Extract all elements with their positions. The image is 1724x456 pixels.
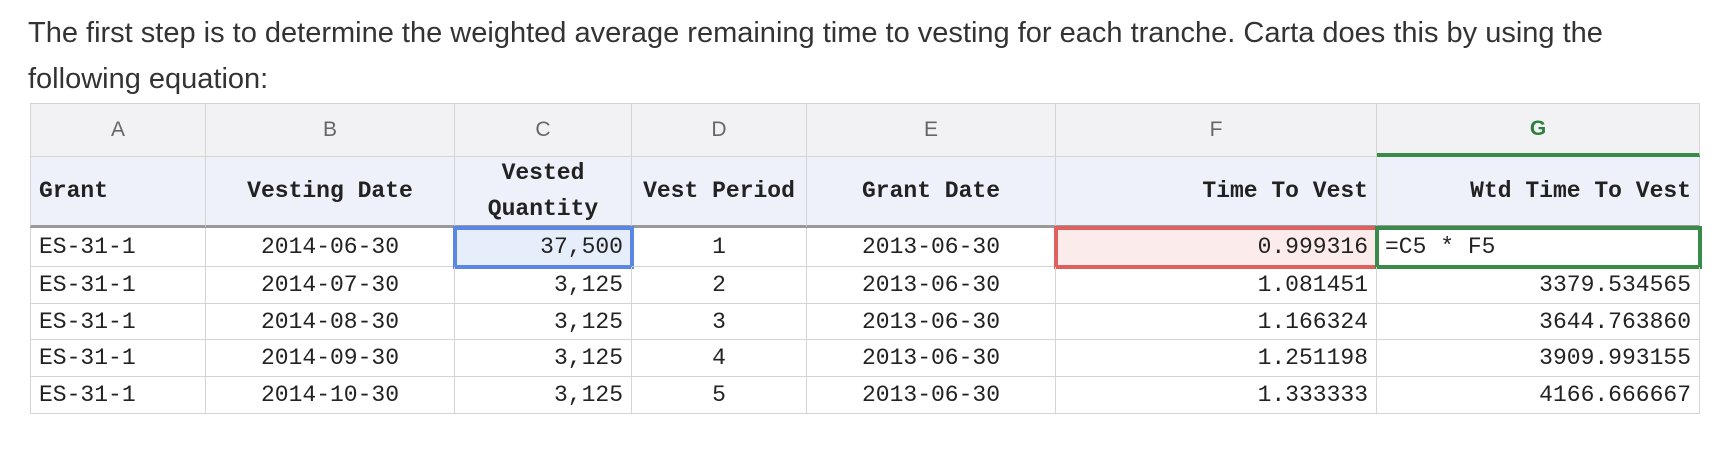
table-cell: 2014-09-30: [206, 340, 455, 377]
column-header: Vesting Date: [206, 157, 455, 228]
table-cell: 2013-06-30: [807, 228, 1056, 267]
table-cell: 4: [632, 340, 807, 377]
table-cell: 2: [632, 267, 807, 304]
table-cell: 0.999316: [1054, 226, 1379, 269]
column-header: Vest Period: [632, 157, 807, 228]
table-cell: ES-31-1: [30, 228, 206, 267]
table-cell: 1.166324: [1056, 304, 1377, 340]
table-cell: 2014-08-30: [206, 304, 455, 340]
table-cell: 3909.993155: [1377, 340, 1700, 377]
column-letter: D: [632, 103, 807, 157]
table-cell: 1.333333: [1056, 377, 1377, 414]
table-cell: 5: [632, 377, 807, 414]
table-cell: 3,125: [455, 377, 632, 414]
paragraph: The first step is to determine the weigh…: [28, 17, 1603, 95]
column-header: Grant Date: [807, 157, 1056, 228]
column-header: Time To Vest: [1056, 157, 1377, 228]
table-cell: 1.081451: [1056, 267, 1377, 304]
table-cell: 3,125: [455, 340, 632, 377]
table-cell: ES-31-1: [30, 304, 206, 340]
column-letter: C: [455, 103, 632, 157]
table-cell: 2013-06-30: [807, 304, 1056, 340]
table-cell: 37,500: [453, 226, 634, 269]
table-cell: 3,125: [455, 304, 632, 340]
column-letter: A: [30, 103, 206, 157]
column-letter: F: [1056, 103, 1377, 157]
table-cell: =C5 * F5: [1375, 226, 1702, 269]
table-cell: 3644.763860: [1377, 304, 1700, 340]
column-header: Wtd Time To Vest: [1377, 157, 1700, 228]
table-cell: 2014-10-30: [206, 377, 455, 414]
table-cell: ES-31-1: [30, 377, 206, 414]
table-cell: 3379.534565: [1377, 267, 1700, 304]
table-cell: 2013-06-30: [807, 340, 1056, 377]
table-cell: 3,125: [455, 267, 632, 304]
table-cell: 2014-06-30: [206, 228, 455, 267]
table-cell: 1.251198: [1056, 340, 1377, 377]
table-cell: 3: [632, 304, 807, 340]
table-cell: 2013-06-30: [807, 267, 1056, 304]
table-cell: 4166.666667: [1377, 377, 1700, 414]
table-cell: ES-31-1: [30, 267, 206, 304]
column-letter: E: [807, 103, 1056, 157]
table-cell: 2013-06-30: [807, 377, 1056, 414]
column-header: Grant: [30, 157, 206, 228]
column-letter: G: [1377, 103, 1700, 157]
column-header: Vested Quantity: [455, 157, 632, 228]
table-cell: 2014-07-30: [206, 267, 455, 304]
table-cell: ES-31-1: [30, 340, 206, 377]
column-letter: B: [206, 103, 455, 157]
table-cell: 1: [632, 228, 807, 267]
